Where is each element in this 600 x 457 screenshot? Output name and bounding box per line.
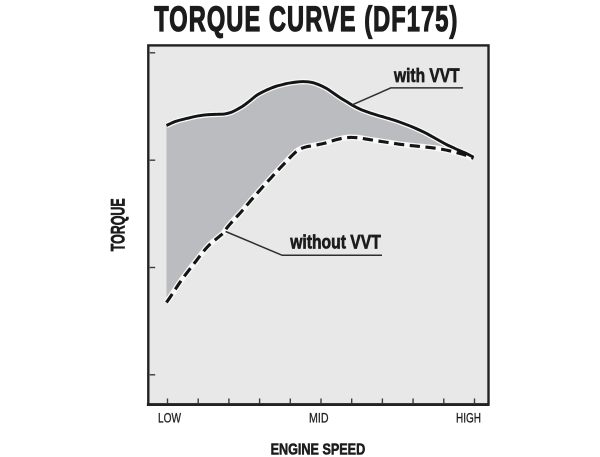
svg-text:ENGINE SPEED: ENGINE SPEED xyxy=(271,442,366,457)
svg-text:HIGH: HIGH xyxy=(456,410,481,425)
svg-text:with VVT: with VVT xyxy=(393,65,459,87)
svg-text:LOW: LOW xyxy=(158,410,181,425)
svg-text:without VVT: without VVT xyxy=(289,231,380,253)
svg-text:TORQUE CURVE (DF175): TORQUE CURVE (DF175) xyxy=(154,0,458,39)
svg-text:MID: MID xyxy=(309,410,329,425)
svg-text:TORQUE: TORQUE xyxy=(107,198,129,251)
